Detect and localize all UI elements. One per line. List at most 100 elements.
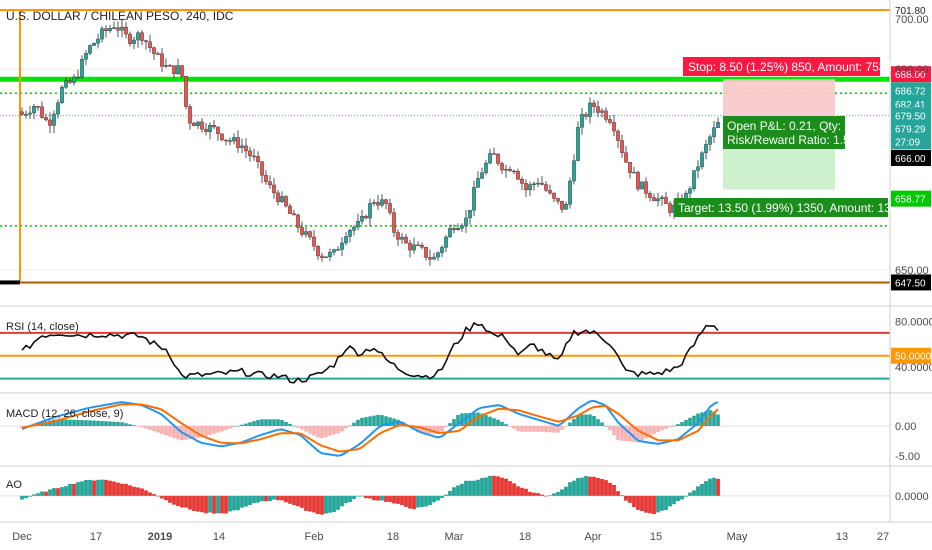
macd-histogram-bar: [504, 424, 508, 426]
ao-bar: [352, 495, 356, 500]
macd-histogram-bar: [260, 419, 264, 426]
ao-bar: [32, 494, 36, 496]
candle-down: [48, 119, 52, 126]
ao-bar: [160, 495, 164, 499]
macd-histogram-bar: [536, 426, 540, 432]
ao-bar: [140, 488, 144, 496]
macd-histogram-bar: [252, 421, 256, 426]
candle-down: [316, 246, 320, 257]
macd-histogram-bar: [416, 426, 420, 433]
ao-bar: [400, 495, 404, 506]
macd-histogram-bar: [488, 416, 492, 426]
macd-histogram-bar: [60, 419, 64, 426]
macd-histogram-bar: [468, 413, 472, 426]
time-axis[interactable]: Dec 17 2019 14 Feb 18 Mar 18 Apr 15 May 13 27: [12, 531, 889, 543]
price-tag-bg: [891, 150, 931, 167]
candle-up: [564, 204, 568, 210]
ao-bar: [308, 495, 312, 512]
candle-down: [604, 110, 608, 120]
macd-histogram-bar: [364, 417, 368, 426]
rsi-axis-tick: 40.0000: [895, 362, 932, 374]
candle-up: [488, 153, 492, 164]
ao-panel[interactable]: 0.0000: [0, 475, 929, 515]
ao-bar: [220, 495, 224, 514]
macd-histogram-bar: [336, 426, 340, 434]
ao-bar: [68, 483, 72, 496]
candle-down: [524, 183, 528, 191]
macd-histogram-bar: [312, 426, 316, 436]
ao-bar: [688, 492, 692, 496]
macd-histogram-bar: [224, 426, 228, 431]
candle-down: [220, 133, 224, 141]
macd-histogram-bar: [240, 424, 244, 426]
macd-histogram-bar: [712, 411, 716, 426]
ao-bar: [456, 485, 460, 496]
time-axis-tick: Dec: [12, 531, 32, 543]
ao-bar: [104, 479, 108, 496]
candle-up: [688, 188, 692, 194]
candle-down: [616, 130, 620, 141]
ao-bar: [640, 495, 644, 511]
ao-bar: [572, 480, 576, 496]
candle-down: [272, 184, 276, 194]
macd-histogram-bar: [296, 426, 300, 428]
risk-reward-label: Risk/Reward Ratio: 1.59: [727, 133, 857, 147]
ao-bar: [500, 477, 504, 496]
ao-bar: [644, 495, 648, 513]
candle-down: [556, 198, 560, 202]
candle-down: [644, 181, 648, 194]
rsi-tag-bg: [891, 347, 931, 364]
candle-up: [372, 202, 376, 204]
macd-histogram-bar: [112, 421, 116, 426]
ao-bar: [524, 488, 528, 496]
candle-up: [472, 187, 476, 211]
macd-histogram-bar: [380, 415, 384, 426]
ao-bar: [388, 495, 392, 502]
candle-down: [204, 128, 208, 132]
candle-down: [560, 200, 564, 210]
time-axis-tick: 17: [90, 531, 102, 543]
rsi-axis-tick: 80.0000: [895, 316, 932, 328]
ao-bar: [184, 495, 188, 508]
candle-down: [652, 197, 656, 202]
macd-panel[interactable]: 0.00 -5.00: [0, 399, 920, 463]
stop-label-box: [683, 57, 880, 76]
stop-zone[interactable]: [723, 79, 835, 122]
candle-up: [444, 236, 448, 248]
ao-bar: [272, 495, 276, 500]
ao-bar: [24, 495, 28, 499]
candle-down: [620, 140, 624, 153]
macd-histogram-bar: [68, 419, 72, 426]
candle-up: [92, 43, 96, 46]
candle-down: [520, 178, 524, 184]
candle-down: [236, 137, 240, 148]
ao-bar: [656, 495, 660, 513]
candle-up: [196, 121, 200, 126]
candle-up: [432, 256, 436, 260]
macd-histogram-bar: [136, 426, 140, 427]
candle-down: [36, 106, 40, 108]
candle-up: [232, 137, 236, 142]
candle-down: [508, 168, 512, 172]
candle-up: [532, 183, 536, 185]
ao-bar: [588, 476, 592, 496]
macd-histogram-bar: [176, 426, 180, 440]
price-tag-label: 679.50: [895, 111, 926, 122]
candle-up: [136, 32, 140, 41]
macd-histogram-bar: [476, 412, 480, 426]
candle-down: [264, 175, 268, 182]
candle-up: [460, 225, 464, 229]
candle-up: [700, 152, 704, 168]
ao-bar: [452, 487, 456, 496]
macd-histogram-bar: [544, 426, 548, 433]
candle-up: [504, 168, 508, 171]
candle-down: [500, 163, 504, 171]
ao-bar: [420, 495, 424, 507]
macd-histogram-bar: [692, 415, 696, 426]
ao-bar: [232, 495, 236, 511]
ao-bar: [148, 492, 152, 496]
candle-down: [596, 106, 600, 113]
long-short-position-tool[interactable]: Stop: 8.50 (1.25%) 850, Amount: 753.5 Ope…: [674, 57, 914, 217]
